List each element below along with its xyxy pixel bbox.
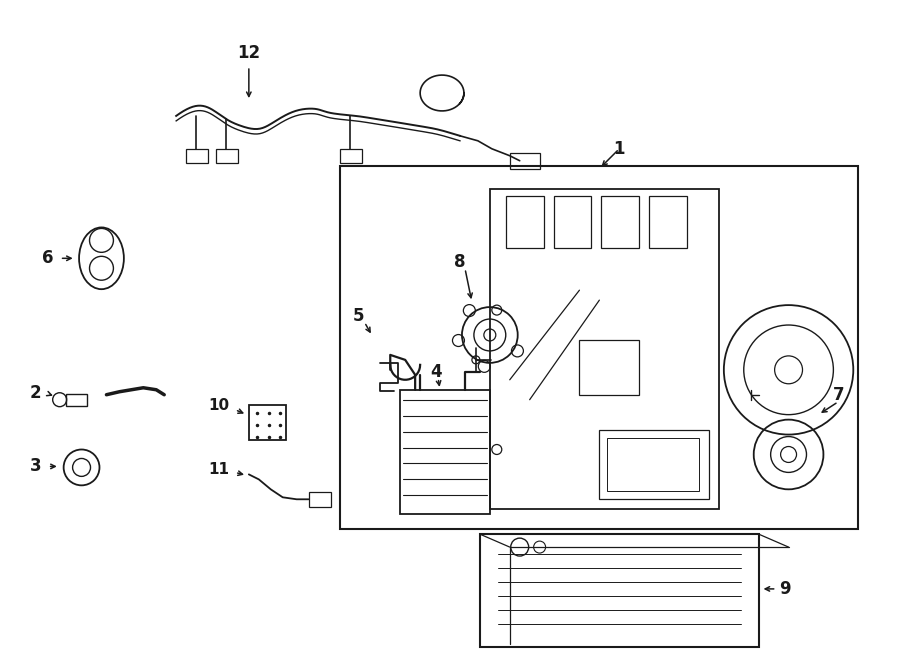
Bar [554,196,591,249]
Bar [340,149,363,163]
Bar [400,390,490,514]
Text: 4: 4 [430,363,442,381]
Bar [599,430,709,499]
Bar [608,438,699,491]
Text: 8: 8 [454,253,465,271]
Text: 9: 9 [778,580,790,598]
Bar [186,149,208,163]
Text: 10: 10 [209,398,230,413]
Bar [601,196,639,249]
Text: 7: 7 [832,386,844,404]
Text: 5: 5 [353,307,364,325]
Text: 1: 1 [614,139,625,158]
Bar [216,149,238,163]
Bar [66,394,86,406]
Bar [649,196,687,249]
Text: 3: 3 [30,457,41,475]
Bar [506,196,544,249]
Bar [580,340,639,395]
Bar [340,166,859,529]
Bar [490,188,719,509]
Text: 2: 2 [30,384,41,402]
Bar [248,405,285,440]
Text: 6: 6 [42,249,53,267]
Bar [509,153,540,169]
Text: 11: 11 [209,462,230,477]
Bar [309,492,330,507]
Bar [480,534,759,646]
Text: 12: 12 [238,44,260,62]
